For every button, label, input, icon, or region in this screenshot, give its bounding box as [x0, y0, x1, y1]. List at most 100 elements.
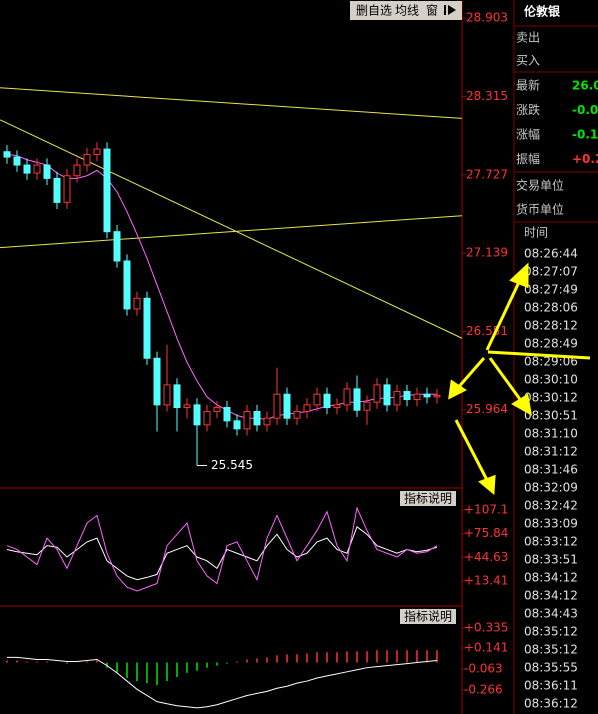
candle-body [213, 407, 221, 413]
candle-body [313, 393, 321, 406]
trend-line [0, 119, 463, 339]
candle-body [173, 384, 181, 409]
trade-time: 08:35:55 [524, 661, 578, 675]
candle-body [333, 404, 341, 409]
y-tick-label: +107.1 [464, 503, 508, 517]
candle-body [53, 177, 61, 203]
stat-label: 涨跌 [516, 102, 540, 117]
y-tick-label: +0.141 [464, 641, 508, 655]
stat-value: -0.0 [572, 103, 598, 117]
candle-body [393, 391, 401, 406]
line-series [7, 656, 438, 709]
toolbar [350, 1, 462, 20]
y-tick-label: +75.84 [464, 526, 508, 540]
toolbar-icon[interactable] [448, 5, 456, 15]
trade-time: 08:30:12 [524, 391, 578, 405]
y-tick-label: +44.63 [464, 550, 508, 564]
candle-body [63, 175, 71, 203]
arrow-head [509, 262, 529, 289]
trade-time: 08:28:06 [524, 301, 578, 315]
y-tick-label: -0.266 [464, 682, 503, 696]
candle-body [363, 401, 371, 411]
y-tick-label: 27.139 [466, 246, 508, 260]
arrow [488, 357, 524, 403]
trade-time: 08:30:10 [524, 373, 578, 387]
arrow [454, 419, 490, 483]
line-series [6, 153, 437, 421]
candle-body [193, 404, 201, 426]
candle-body [133, 297, 141, 310]
candle-body [43, 164, 51, 179]
candle-body [183, 404, 191, 409]
stat-label: 振幅 [516, 151, 540, 166]
candle-body [3, 151, 11, 158]
candle-body [383, 384, 391, 406]
candle-body [73, 164, 81, 177]
trade-time: 08:26:44 [524, 247, 578, 261]
arrow-head [448, 379, 467, 400]
instrument-title: 伦敦银 [524, 4, 561, 19]
toolbar-button[interactable]: 窗 [426, 4, 438, 18]
candle-body [423, 393, 431, 398]
unit-label: 货币单位 [516, 202, 564, 217]
candle-body [93, 148, 101, 155]
candle-body [433, 395, 441, 398]
candle-body [403, 391, 411, 401]
candle-body [33, 164, 41, 174]
y-tick-label: -0.063 [464, 662, 503, 676]
indicator-button-bg [400, 491, 456, 506]
trade-time: 08:31:10 [524, 427, 578, 441]
toolbar-button[interactable]: 删自选 [356, 4, 392, 18]
candle-body [153, 357, 161, 406]
candle-body [23, 164, 31, 174]
trade-time: 08:36:12 [524, 697, 578, 711]
toolbar-bg [350, 1, 462, 20]
unit-label: 交易单位 [516, 178, 564, 193]
y-tick-label: 27.727 [466, 167, 508, 181]
y-tick-label: 28.903 [466, 11, 508, 25]
candle-body [163, 384, 171, 406]
indicator-button-bg [400, 609, 456, 624]
toolbar-button[interactable]: 均线 [395, 4, 419, 18]
stat-label: 最新 [516, 78, 540, 93]
candle-body [283, 393, 291, 419]
candle-body [83, 153, 91, 166]
time-header: 时间 [524, 226, 548, 240]
trade-time: 08:32:42 [524, 499, 578, 513]
trade-time: 08:30:51 [524, 409, 578, 423]
candle-body [263, 417, 271, 426]
candle-body [353, 388, 361, 411]
y-tick-label: 28.315 [466, 89, 508, 103]
candle-body [143, 297, 151, 359]
indicator-button[interactable]: 指标说明 [404, 491, 452, 506]
line-series [6, 506, 438, 592]
candle-body [203, 411, 211, 426]
trade-time: 08:36:11 [524, 679, 578, 693]
candle-body [103, 148, 111, 233]
candle-body [323, 393, 331, 409]
trend-line [0, 215, 463, 249]
arrow-head [478, 474, 496, 496]
candle-body [303, 404, 311, 413]
stat-value: +0.2 [572, 152, 598, 166]
quote-label: 卖出 [516, 31, 540, 45]
y-tick-label: 25.964 [466, 402, 508, 416]
trade-time: 08:34:12 [524, 589, 578, 603]
trade-time: 08:33:12 [524, 535, 578, 549]
trade-time: 08:28:12 [524, 319, 578, 333]
candle-body [293, 411, 301, 419]
y-tick-label: +13.41 [464, 573, 508, 587]
candle-body [113, 231, 121, 262]
trade-time: 08:31:12 [524, 445, 578, 459]
candle-body [13, 156, 21, 166]
candle-body [123, 260, 131, 310]
candle-body [373, 384, 381, 403]
stat-value: 26.0 [572, 79, 598, 93]
arrow-head [511, 393, 533, 416]
trade-time: 08:33:51 [524, 553, 578, 567]
indicator-button[interactable]: 指标说明 [404, 609, 452, 624]
trade-time: 08:28:49 [524, 337, 578, 351]
candle-body [343, 388, 351, 406]
low-label: 25.545 [211, 458, 253, 472]
